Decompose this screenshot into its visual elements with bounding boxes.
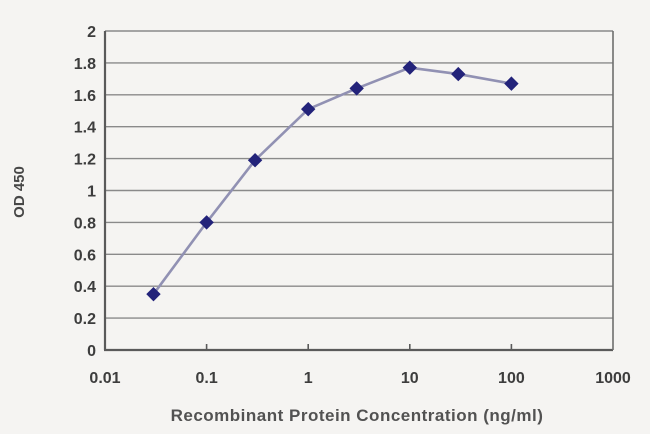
data-point-marker [402, 60, 418, 75]
x-tick-label: 100 [498, 370, 525, 387]
y-tick-label: 2 [87, 24, 96, 41]
data-point-marker [199, 215, 214, 230]
y-tick-label: 0.2 [74, 311, 96, 328]
data-point-marker [349, 81, 364, 96]
x-axis-title: Recombinant Protein Concentration (ng/ml… [171, 406, 544, 425]
data-point-marker [451, 66, 466, 82]
data-point-marker [504, 76, 519, 91]
x-tick-label: 1000 [595, 370, 631, 387]
x-tick-label: 0.1 [195, 370, 217, 387]
y-tick-label: 0.4 [74, 279, 96, 296]
y-tick-label: 1.6 [74, 88, 96, 105]
axes [103, 31, 614, 352]
data-point-marker [146, 286, 161, 302]
series-line [152, 66, 512, 295]
gridlines [105, 30, 613, 319]
data-series [146, 60, 519, 302]
y-tick-label: 1.2 [74, 152, 96, 169]
x-tick-label: 1 [304, 370, 313, 387]
x-tick-label: 10 [401, 370, 419, 387]
y-tick-label: 0 [87, 343, 96, 360]
y-tick-label: 0.8 [74, 215, 96, 232]
y-axis-title: OD 450 [11, 166, 28, 218]
y-tick-label: 0.6 [74, 247, 96, 264]
x-tick-label: 0.01 [89, 370, 120, 387]
y-tick-label: 1.8 [74, 56, 96, 73]
data-point-marker [300, 101, 316, 117]
data-point-marker [247, 152, 263, 168]
y-tick-label: 1 [87, 184, 96, 201]
y-tick-label: 1.4 [74, 120, 96, 137]
tick-labels: 0 0.2 0.4 0.6 0.8 1 1.2 1.4 1.6 1.8 2 0.01 0.1 1 10 100… [74, 24, 631, 387]
